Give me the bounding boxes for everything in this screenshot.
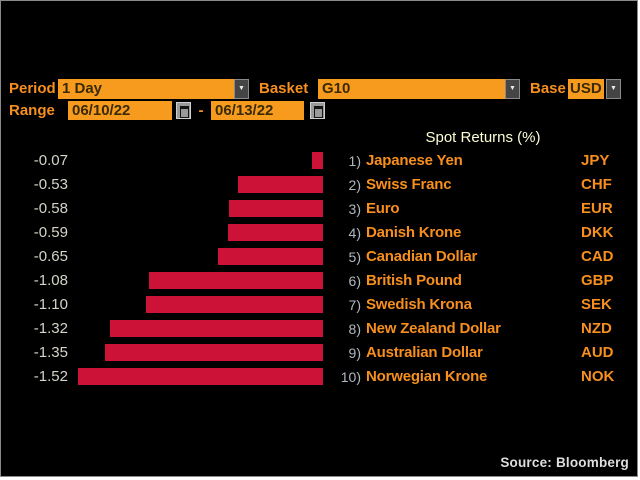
base-dropdown-button[interactable]: ▼ xyxy=(606,79,621,99)
chart-row[interactable]: -0.53 2) Swiss Franc CHF xyxy=(1,173,637,197)
bar-value-label: -0.53 xyxy=(33,176,68,193)
calendar-icon xyxy=(314,106,323,118)
chart-row[interactable]: -1.35 9) Australian Dollar AUD xyxy=(1,341,637,365)
range-start-input[interactable]: 06/10/22 xyxy=(68,101,172,120)
basket-select[interactable]: G10 xyxy=(318,79,505,99)
range-separator: - xyxy=(198,102,204,119)
range-label: Range xyxy=(9,102,55,119)
row-index: 10) xyxy=(340,369,361,385)
row-index: 4) xyxy=(348,225,361,241)
bar-value-label: -1.52 xyxy=(33,368,68,385)
row-index: 7) xyxy=(348,297,361,313)
row-index: 6) xyxy=(348,273,361,289)
range-end-input[interactable]: 06/13/22 xyxy=(211,101,304,120)
currency-name[interactable]: Australian Dollar xyxy=(366,344,483,361)
currency-ticker: AUD xyxy=(581,344,614,361)
period-select[interactable]: 1 Day xyxy=(58,79,234,99)
chart-row[interactable]: -1.52 10) Norwegian Krone NOK xyxy=(1,365,637,389)
currency-name[interactable]: Euro xyxy=(366,200,400,217)
currency-ticker: CHF xyxy=(581,176,612,193)
period-label: Period xyxy=(9,80,56,97)
currency-ticker: JPY xyxy=(581,152,610,169)
return-bar xyxy=(146,296,323,313)
chart-row[interactable]: -1.32 8) New Zealand Dollar NZD xyxy=(1,317,637,341)
base-select[interactable]: USD xyxy=(568,79,604,99)
return-bar xyxy=(110,320,323,337)
return-bar xyxy=(218,248,323,265)
row-index: 1) xyxy=(348,153,361,169)
chart-row[interactable]: -1.10 7) Swedish Krona SEK xyxy=(1,293,637,317)
row-index: 5) xyxy=(348,249,361,265)
chart-row[interactable]: -0.07 1) Japanese Yen JPY xyxy=(1,149,637,173)
currency-name[interactable]: New Zealand Dollar xyxy=(366,320,501,337)
bar-value-label: -1.32 xyxy=(33,320,68,337)
basket-dropdown-button[interactable]: ▼ xyxy=(505,79,520,99)
chevron-down-icon: ▼ xyxy=(509,85,516,92)
return-bar xyxy=(238,176,323,193)
row-index: 8) xyxy=(348,321,361,337)
chart-row[interactable]: -0.59 4) Danish Krone DKK xyxy=(1,221,637,245)
currency-ticker: EUR xyxy=(581,200,613,217)
currency-ticker: SEK xyxy=(581,296,612,313)
currency-name[interactable]: Swedish Krona xyxy=(366,296,472,313)
currency-name[interactable]: British Pound xyxy=(366,272,462,289)
chart-row[interactable]: -0.58 3) Euro EUR xyxy=(1,197,637,221)
row-index: 9) xyxy=(348,345,361,361)
currency-name[interactable]: Danish Krone xyxy=(366,224,462,241)
currency-ticker: CAD xyxy=(581,248,614,265)
bar-value-label: -1.08 xyxy=(33,272,68,289)
return-bar xyxy=(228,224,323,241)
base-label: Base xyxy=(530,80,566,97)
currency-ticker: NOK xyxy=(581,368,615,385)
return-bar xyxy=(312,152,323,169)
row-index: 2) xyxy=(348,177,361,193)
chart-row[interactable]: -0.65 5) Canadian Dollar CAD xyxy=(1,245,637,269)
currency-ticker: GBP xyxy=(581,272,614,289)
range-start-calendar-button[interactable] xyxy=(176,102,191,119)
row-index: 3) xyxy=(348,201,361,217)
chevron-down-icon: ▼ xyxy=(610,85,617,92)
chevron-down-icon: ▼ xyxy=(238,85,245,92)
basket-label: Basket xyxy=(259,80,309,97)
chart-row[interactable]: -1.08 6) British Pound GBP xyxy=(1,269,637,293)
range-end-calendar-button[interactable] xyxy=(310,102,325,119)
calendar-icon xyxy=(180,106,189,118)
currency-name[interactable]: Canadian Dollar xyxy=(366,248,478,265)
bar-value-label: -0.07 xyxy=(33,152,68,169)
period-dropdown-button[interactable]: ▼ xyxy=(234,79,249,99)
currency-name[interactable]: Swiss Franc xyxy=(366,176,452,193)
currency-name[interactable]: Japanese Yen xyxy=(366,152,463,169)
currency-name[interactable]: Norwegian Krone xyxy=(366,368,488,385)
return-bar xyxy=(229,200,323,217)
bar-value-label: -0.59 xyxy=(33,224,68,241)
bar-value-label: -0.65 xyxy=(33,248,68,265)
return-bar xyxy=(149,272,323,289)
bar-value-label: -1.35 xyxy=(33,344,68,361)
bar-value-label: -1.10 xyxy=(33,296,68,313)
return-bar xyxy=(105,344,323,361)
currency-ticker: DKK xyxy=(581,224,614,241)
return-bar xyxy=(78,368,323,385)
source-credit: Source: Bloomberg xyxy=(500,455,629,470)
currency-ticker: NZD xyxy=(581,320,612,337)
bar-value-label: -0.58 xyxy=(33,200,68,217)
chart-title: Spot Returns (%) xyxy=(425,129,541,146)
